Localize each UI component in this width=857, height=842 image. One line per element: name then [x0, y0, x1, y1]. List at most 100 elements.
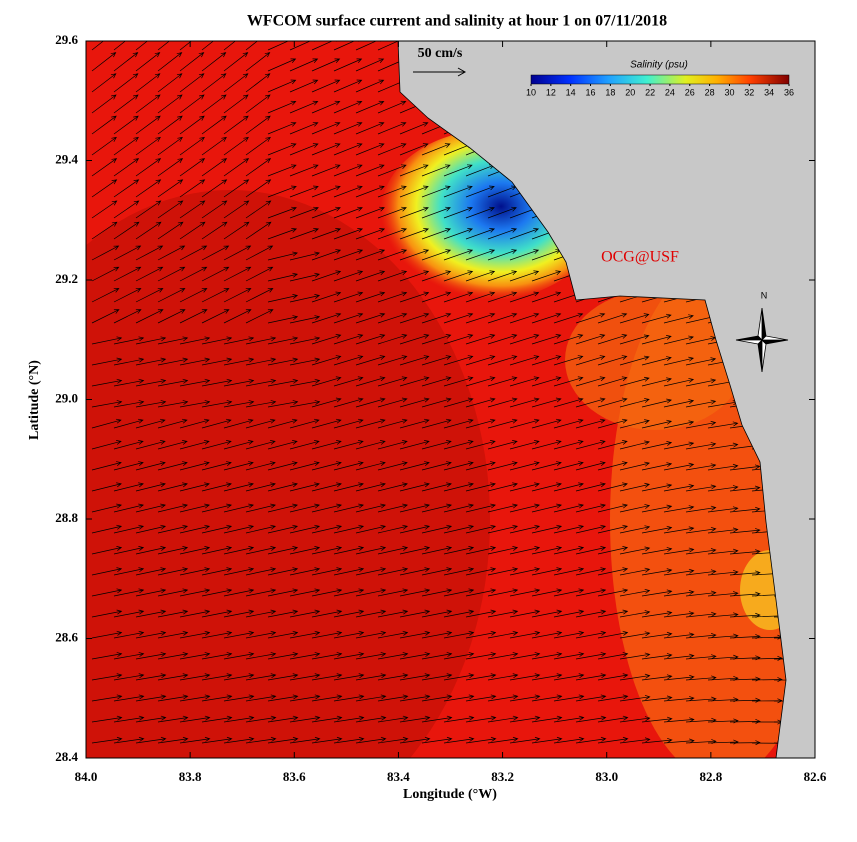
current-arrow [575, 503, 606, 513]
current-arrow [641, 441, 673, 450]
current-arrow [91, 357, 123, 366]
current-arrow [443, 736, 475, 744]
current-arrow [443, 334, 474, 345]
current-arrow [113, 694, 145, 702]
current-arrow [135, 673, 167, 681]
current-arrow [597, 546, 629, 555]
current-arrow [377, 440, 408, 450]
current-arrow [619, 631, 651, 639]
y-tick-label: 29.4 [55, 151, 78, 166]
current-arrow [311, 694, 343, 702]
current-arrow [157, 482, 188, 492]
current-arrow [619, 546, 651, 555]
current-arrow [443, 185, 473, 198]
current-arrow [399, 609, 431, 618]
current-arrow [311, 41, 341, 51]
current-arrow [91, 736, 123, 744]
current-arrow [531, 736, 563, 744]
current-arrow [773, 656, 786, 662]
current-arrow [619, 440, 650, 450]
current-arrow [377, 291, 408, 303]
current-arrow [553, 609, 585, 618]
current-arrow [421, 630, 453, 639]
current-arrow [135, 94, 161, 114]
current-arrow [421, 440, 452, 450]
current-arrow [333, 143, 363, 156]
current-arrow [377, 270, 408, 282]
current-arrow [465, 228, 496, 240]
current-arrow [443, 567, 475, 576]
current-arrow [531, 440, 562, 450]
current-arrow [91, 482, 122, 492]
current-arrow [575, 588, 607, 597]
x-tick-label: 82.6 [804, 769, 827, 784]
x-tick-label: 82.8 [699, 769, 722, 784]
current-arrow [135, 179, 162, 198]
current-arrow [575, 609, 607, 618]
current-arrow [575, 673, 607, 681]
current-arrow [531, 694, 563, 702]
current-arrow [245, 652, 277, 660]
current-arrow [663, 526, 695, 534]
current-arrow [355, 673, 387, 681]
current-arrow [157, 546, 189, 555]
colorbar-tick-label: 24 [665, 87, 675, 97]
current-arrow [641, 653, 673, 660]
current-arrow [509, 376, 540, 387]
current-arrow [245, 440, 276, 450]
current-arrow [575, 397, 606, 408]
current-arrow [333, 355, 364, 366]
current-arrow [289, 41, 319, 51]
current-arrow [333, 228, 364, 240]
current-arrow [663, 696, 695, 702]
current-arrow [91, 503, 122, 513]
current-arrow [223, 524, 255, 534]
current-arrow [311, 206, 341, 219]
current-arrow [377, 673, 409, 681]
current-arrow [333, 567, 365, 576]
current-arrow [289, 206, 319, 219]
current-arrow [267, 418, 298, 429]
current-arrow [135, 418, 166, 429]
current-arrow [311, 164, 341, 177]
current-arrow [641, 398, 672, 408]
current-arrow [135, 546, 167, 555]
current-arrow [685, 526, 717, 534]
current-arrow [157, 630, 189, 639]
current-arrow [443, 609, 475, 618]
current-arrow [729, 528, 761, 534]
current-arrow [333, 736, 365, 744]
current-arrow [575, 418, 606, 429]
current-arrow [179, 482, 210, 492]
current-arrow [179, 588, 211, 597]
current-arrow [509, 546, 541, 555]
current-arrow [553, 355, 584, 366]
current-arrow [355, 418, 386, 429]
current-arrow [267, 609, 299, 618]
current-arrow [509, 418, 540, 429]
current-arrow [267, 336, 299, 345]
current-arrow [399, 312, 430, 324]
current-arrow [245, 41, 271, 51]
current-arrow [333, 79, 363, 93]
current-arrow [157, 336, 189, 345]
current-arrow [377, 100, 407, 114]
current-arrow [597, 567, 629, 576]
current-arrow [245, 482, 276, 492]
current-arrow [597, 524, 629, 534]
current-arrow [421, 524, 453, 534]
current-arrow [509, 503, 540, 513]
current-arrow [179, 73, 205, 93]
current-arrow [91, 115, 117, 135]
current-arrow [509, 694, 541, 702]
current-arrow [267, 503, 298, 513]
current-arrow [267, 185, 297, 198]
current-arrow [201, 715, 233, 723]
current-arrow [157, 221, 184, 240]
current-arrow [399, 715, 431, 723]
current-arrow [289, 164, 319, 177]
current-arrow [179, 567, 211, 576]
current-arrow [619, 355, 650, 366]
current-arrow [707, 421, 739, 429]
